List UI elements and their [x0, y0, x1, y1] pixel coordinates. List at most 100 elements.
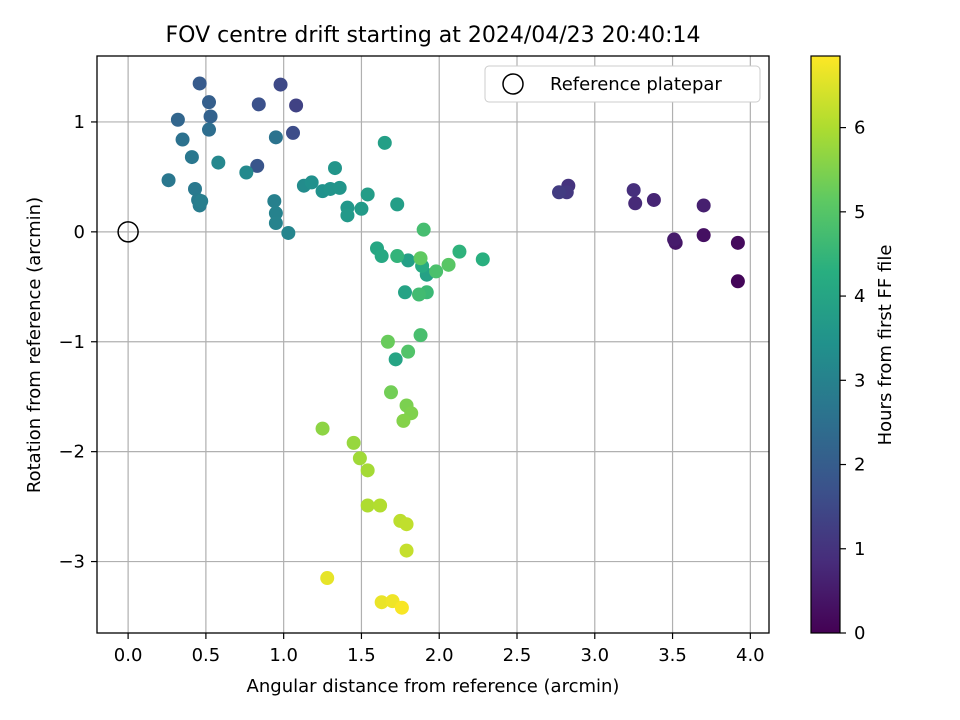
colorbar-label: Hours from first FF file: [875, 245, 896, 446]
data-point: [390, 249, 405, 264]
y-axis-ticks: 1 0 −1 −2 −3: [58, 112, 97, 573]
data-point: [251, 97, 266, 112]
data-point: [416, 222, 431, 237]
x-tick-label: 3.0: [580, 645, 609, 666]
data-point: [380, 334, 395, 349]
data-point: [475, 252, 490, 267]
data-point: [429, 264, 444, 279]
data-point: [203, 109, 218, 124]
data-point: [388, 352, 403, 367]
data-point: [452, 244, 467, 259]
x-tick-label: 4.0: [736, 645, 765, 666]
data-point: [184, 150, 199, 165]
data-point: [175, 132, 190, 147]
colorbar-tick-label: 0: [854, 623, 865, 644]
legend: Reference platepar: [484, 65, 761, 103]
grid: [97, 56, 769, 633]
data-point: [441, 257, 456, 272]
data-point: [289, 98, 304, 113]
legend-box: [484, 65, 761, 103]
data-point: [304, 175, 319, 190]
data-point: [374, 595, 389, 610]
data-point: [730, 274, 745, 289]
data-point: [390, 197, 405, 212]
data-point: [170, 112, 185, 127]
data-point: [281, 225, 296, 240]
data-point: [320, 571, 335, 586]
data-point: [328, 161, 342, 176]
data-point: [268, 130, 283, 145]
data-point: [360, 463, 375, 478]
x-tick-label: 0.5: [192, 645, 221, 666]
reference-platepar-marker: [117, 221, 139, 243]
data-point: [188, 181, 202, 196]
plot-frame: [96, 55, 770, 634]
y-tick-label: −1: [58, 332, 85, 353]
data-point: [552, 185, 566, 200]
y-tick-label: 0: [74, 222, 85, 243]
data-point: [315, 421, 330, 436]
colorbar-tick-label: 5: [854, 202, 865, 223]
data-point: [192, 76, 207, 91]
data-point: [194, 194, 209, 209]
data-point: [250, 158, 265, 173]
x-tick-label: 0.0: [114, 645, 143, 666]
data-point: [646, 192, 661, 207]
y-tick-label: −2: [58, 442, 85, 463]
data-point: [399, 543, 414, 558]
data-point: [399, 517, 414, 532]
data-point: [730, 235, 745, 250]
data-point: [394, 600, 409, 615]
data-point: [401, 344, 416, 359]
colorbar-tick-label: 6: [854, 118, 865, 139]
data-point: [354, 201, 369, 216]
data-point: [202, 122, 216, 137]
x-tick-label: 2.5: [503, 645, 532, 666]
data-point: [696, 198, 711, 213]
data-point: [413, 328, 428, 343]
data-point: [267, 194, 282, 209]
colorbar-tick-label: 1: [854, 539, 865, 560]
data-point: [412, 287, 426, 302]
data-point: [332, 180, 347, 195]
x-axis-ticks: 0.0 0.5 1.0 1.5 2.0 2.5 3.0 3.5 4.0: [114, 633, 765, 666]
x-tick-label: 2.0: [425, 645, 454, 666]
data-point: [286, 125, 300, 140]
data-point: [211, 155, 226, 170]
scatter-points: [161, 76, 745, 615]
data-point: [377, 135, 392, 150]
data-point: [346, 435, 361, 450]
chart-title: FOV centre drift starting at 2024/04/23 …: [166, 23, 701, 48]
colorbar-tick-label: 3: [854, 370, 865, 391]
y-tick-label: 1: [74, 112, 85, 133]
data-point: [667, 232, 682, 247]
data-point: [161, 173, 176, 188]
y-axis-label: Rotation from reference (arcmin): [24, 197, 45, 493]
data-point: [696, 228, 711, 243]
x-axis-label: Angular distance from reference (arcmin): [247, 676, 620, 697]
data-point: [360, 498, 375, 513]
colorbar-gradient: [810, 55, 841, 634]
colorbar-tick-label: 2: [854, 455, 865, 476]
colorbar-ticks: 0 1 2 3 4 5 6: [840, 118, 865, 644]
data-point: [626, 183, 641, 198]
data-point: [239, 165, 254, 180]
colorbar-tick-label: 4: [854, 286, 865, 307]
x-tick-label: 1.0: [269, 645, 298, 666]
legend-reference-marker: [502, 73, 524, 95]
data-point: [384, 385, 398, 400]
data-point: [373, 498, 388, 513]
data-point: [340, 208, 355, 223]
x-tick-label: 3.5: [658, 645, 687, 666]
data-point: [268, 206, 283, 221]
data-point: [628, 196, 643, 211]
legend-entry-reference-platepar: Reference platepar: [550, 74, 722, 95]
y-tick-label: −3: [58, 552, 85, 573]
data-point: [360, 187, 375, 202]
data-point: [268, 216, 283, 231]
data-point: [374, 249, 389, 264]
x-tick-label: 1.5: [347, 645, 376, 666]
colorbar: 0 1 2 3 4 5 6 Hours from first FF file: [810, 55, 896, 644]
data-point: [413, 251, 428, 266]
data-point: [398, 285, 412, 300]
